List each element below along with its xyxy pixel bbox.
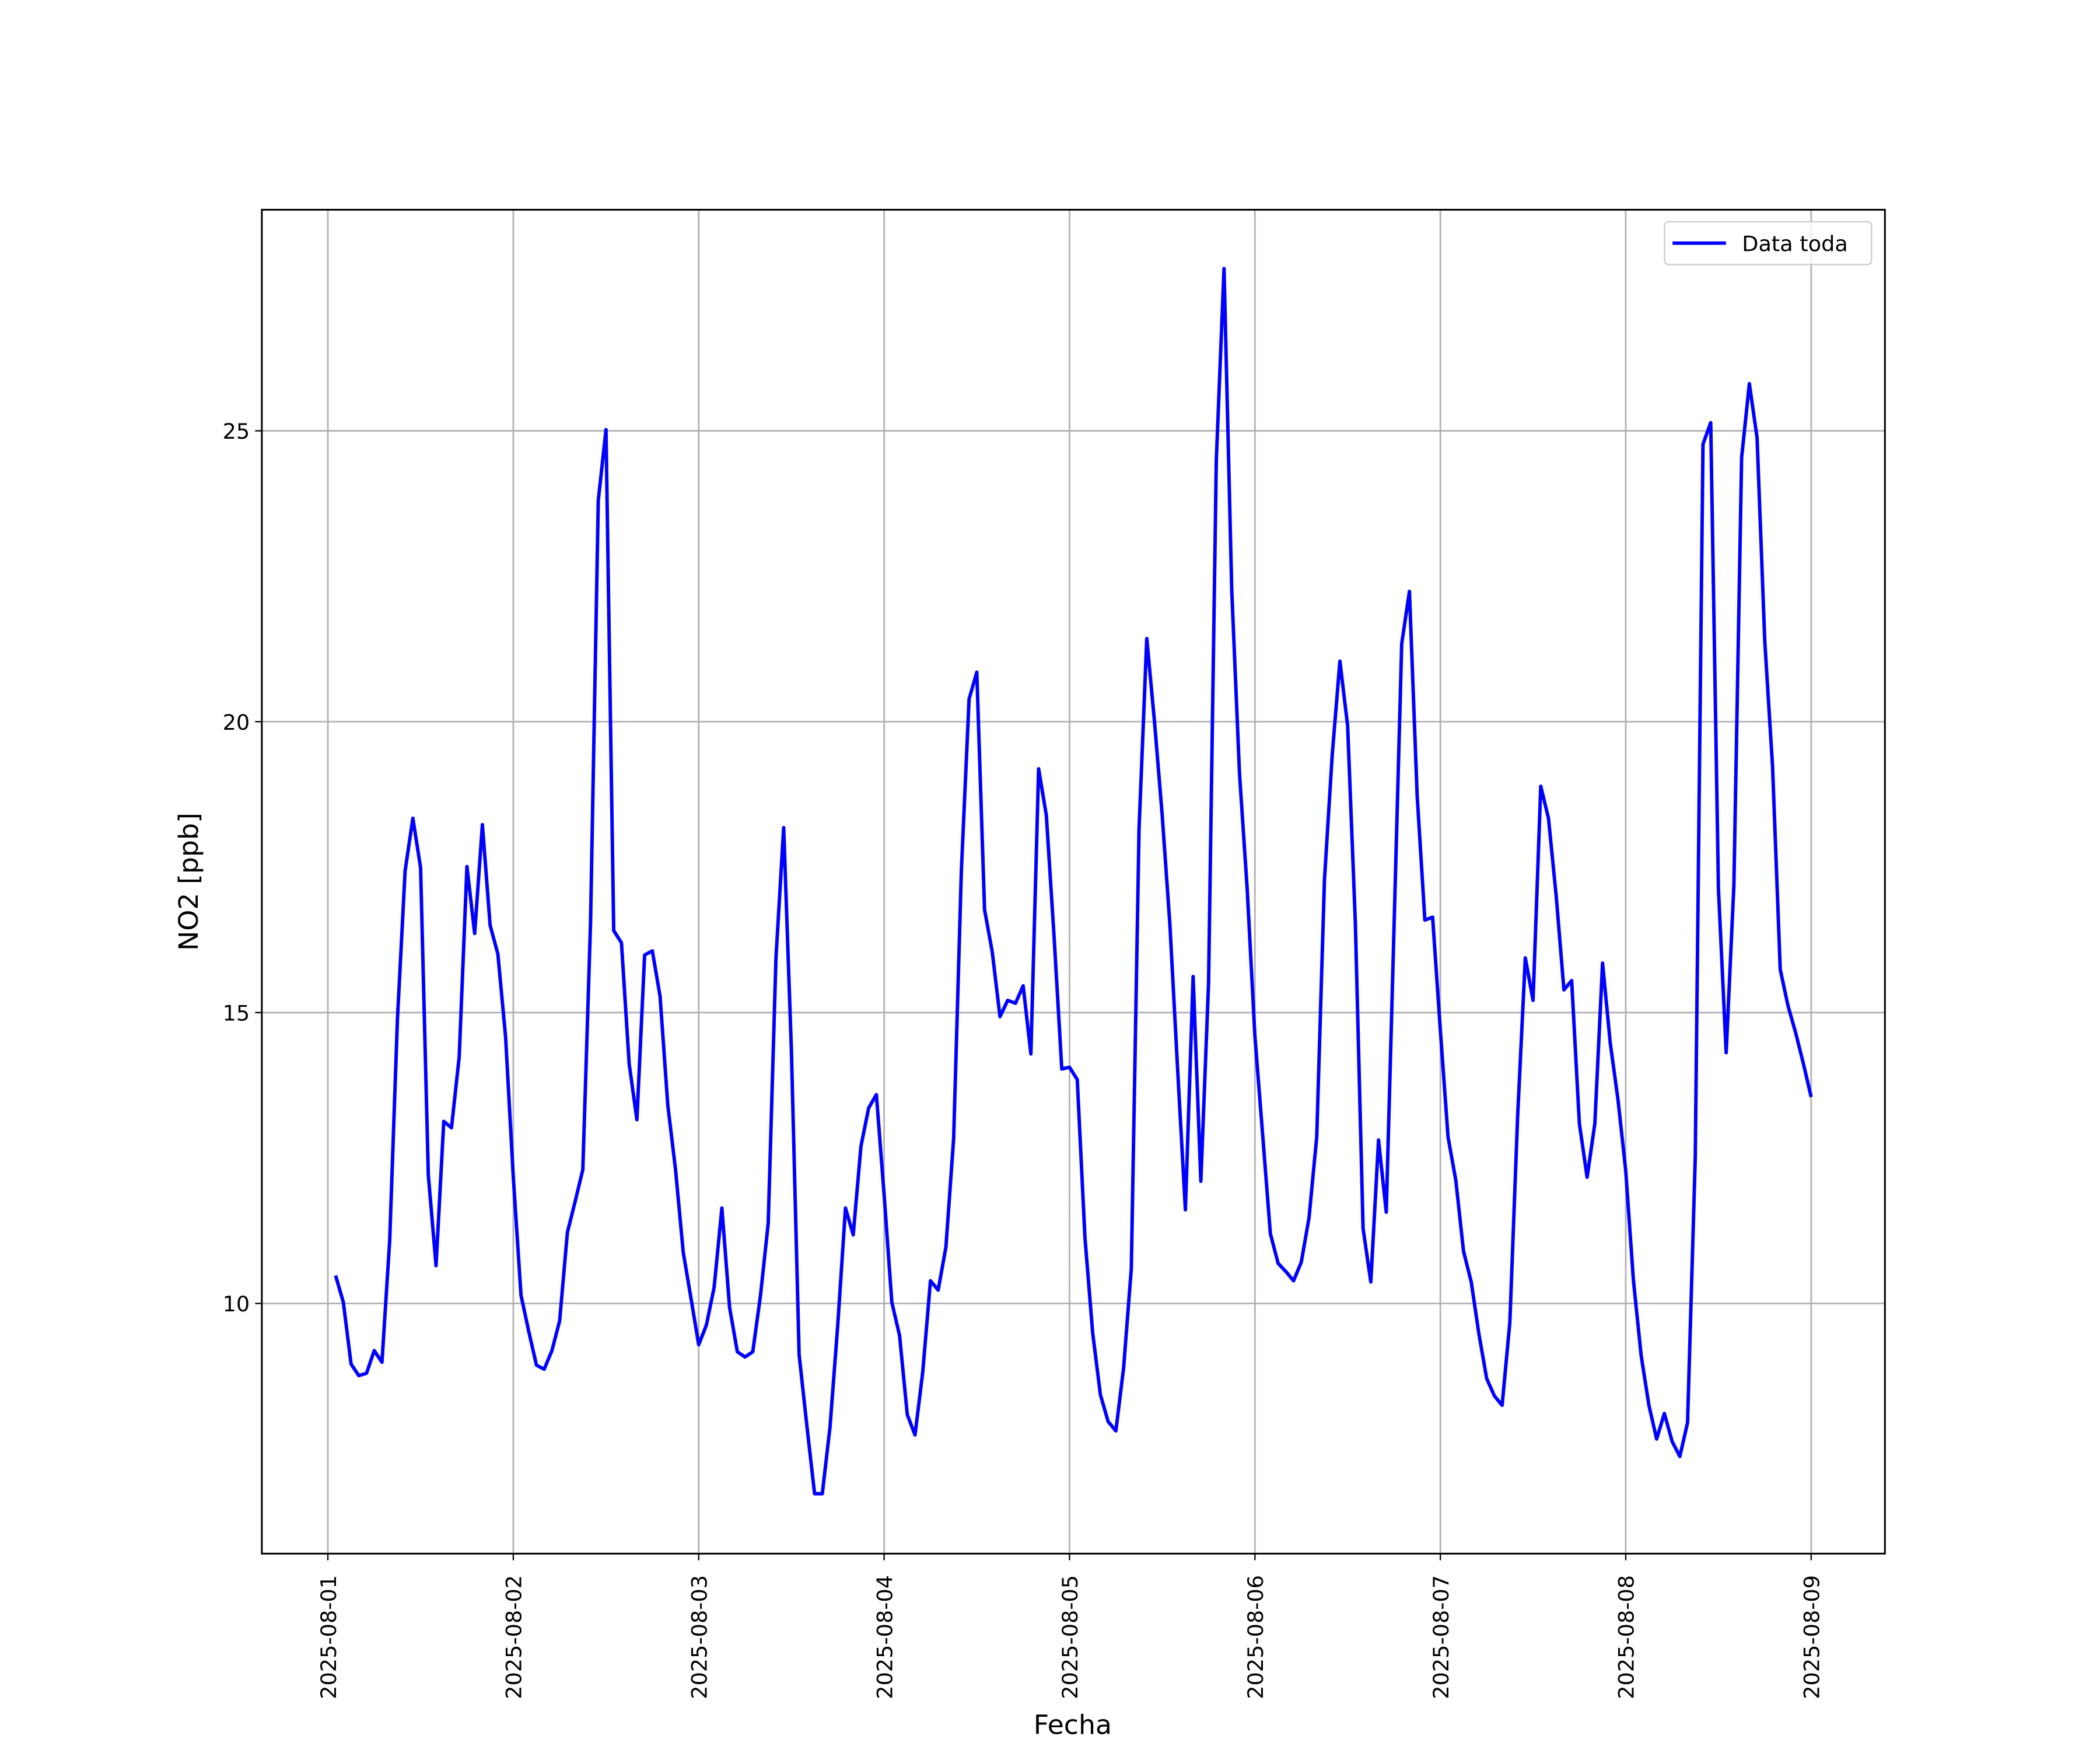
y-tick-label: 10 [223,1292,250,1317]
y-axis-label: NO2 [ppb] [173,813,204,951]
plot-frame [261,209,1886,1555]
legend-label: Data toda [1742,232,1848,257]
y-tick-label: 20 [223,710,250,735]
x-tick-label: 2025-08-03 [687,1575,712,1699]
x-tick-label: 2025-08-07 [1429,1575,1454,1699]
legend: Data toda [1664,221,1873,265]
x-tick-label: 2025-08-09 [1800,1575,1825,1699]
x-tick-label: 2025-08-08 [1614,1575,1639,1699]
y-tick-label: 25 [223,419,250,444]
x-tick-label: 2025-08-02 [502,1575,527,1699]
x-tick-label: 2025-08-04 [872,1575,897,1699]
legend-box [1664,221,1873,265]
data-line [334,267,1813,1496]
x-axis-label: Fecha [1034,1709,1112,1741]
x-tick-label: 2025-08-06 [1243,1575,1268,1699]
x-tick-label: 2025-08-01 [316,1575,341,1699]
y-tick-label: 15 [223,1001,250,1026]
x-tick-label: 2025-08-05 [1058,1575,1083,1699]
